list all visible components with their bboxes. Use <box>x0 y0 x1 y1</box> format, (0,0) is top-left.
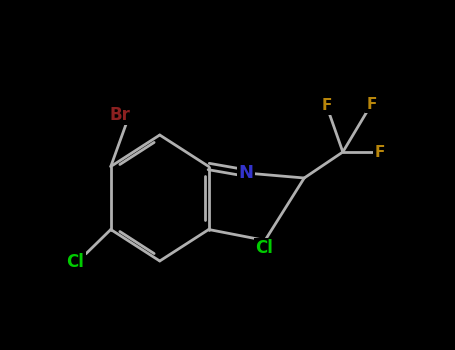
Text: N: N <box>238 164 253 182</box>
Text: F: F <box>374 145 385 160</box>
Text: Br: Br <box>110 106 131 124</box>
Text: Cl: Cl <box>66 253 84 271</box>
Text: F: F <box>366 97 377 112</box>
Text: F: F <box>322 98 332 113</box>
Text: Cl: Cl <box>255 239 273 257</box>
